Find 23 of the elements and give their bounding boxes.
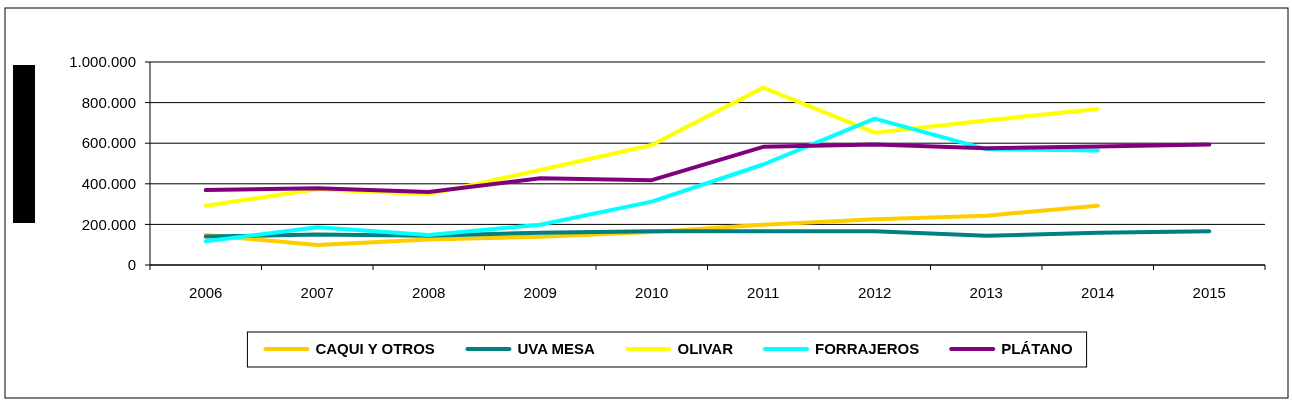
line-series [203,142,1212,194]
x-tick-label: 2015 [1192,284,1226,301]
legend-label: UVA MESA [517,340,596,358]
x-tick-label: 2012 [858,284,892,301]
legend-label: CAQUI Y OTROS [315,340,435,358]
line-series [203,116,1100,244]
legend-label: PLÁTANO [1001,340,1073,358]
y-tick-label: 800.000 [81,93,136,111]
y-tick-label: 200.000 [81,215,136,233]
x-tick-label: 2006 [189,284,223,301]
x-tick-label: 2008 [412,284,446,301]
y-tick-label: 0 [127,256,136,274]
x-tick-label: 2009 [523,284,557,301]
x-tick-label: 2013 [969,284,1003,301]
legend-label: OLIVAR [677,340,734,358]
y-tick-label: 400.000 [81,175,136,193]
legend-label: FORRAJEROS [815,340,920,358]
y-tick-label: 1.000.000 [69,53,136,71]
x-tick-label: 2011 [747,284,780,301]
x-tick-label: 2014 [1081,284,1115,301]
x-tick-label: 2010 [635,284,669,301]
y-tick-label: 600.000 [81,134,136,152]
x-tick-label: 2007 [300,284,334,301]
